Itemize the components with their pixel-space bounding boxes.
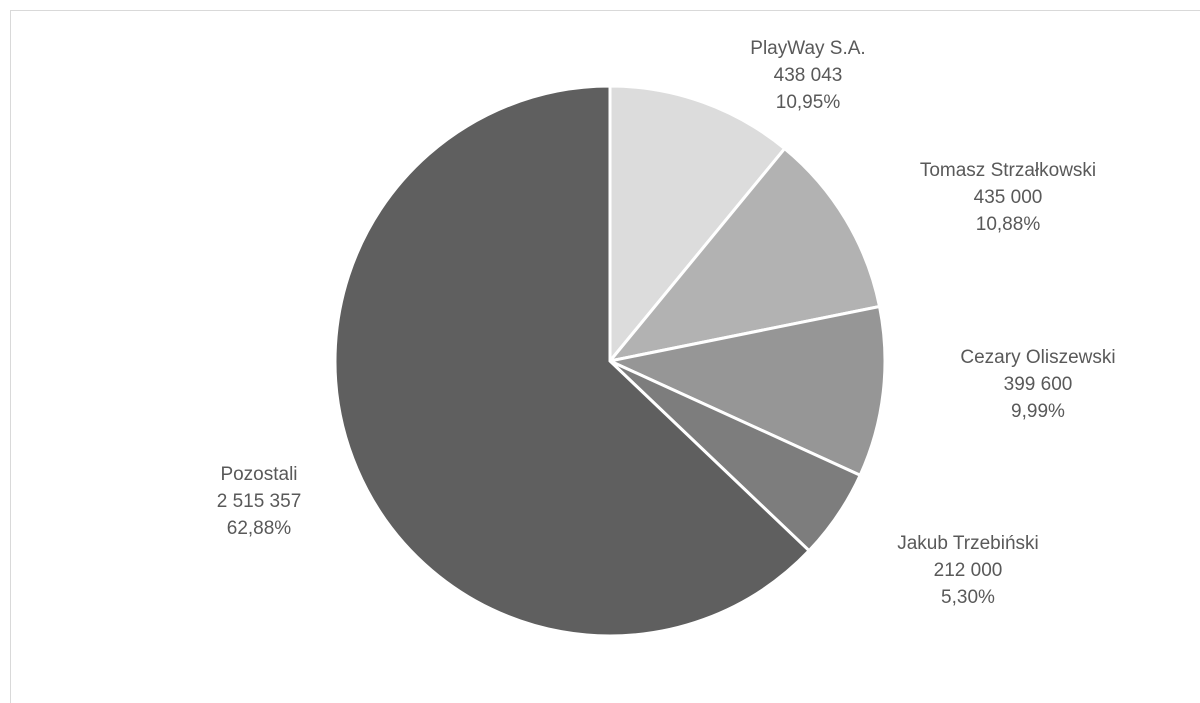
slice-playway [608, 84, 787, 366]
data-label-value: 438 043 [773, 65, 843, 86]
data-label-jakub-trzebinski: Jakub Trzebiński 212 000 5,30% [897, 530, 1039, 611]
data-label-name: Jakub Trzebiński [897, 533, 1039, 554]
data-label-percent: 62,88% [226, 518, 292, 539]
data-label-value: 212 000 [933, 560, 1003, 581]
data-label-percent: 10,95% [775, 92, 841, 113]
slice-pozostali [333, 84, 812, 638]
slice-tomasz-strzalkowski [606, 146, 882, 364]
data-label-value: 435 000 [973, 187, 1043, 208]
data-label-playway: PlayWay S.A. 438 043 10,95% [750, 35, 865, 116]
data-label-percent: 5,30% [941, 587, 995, 608]
data-label-name: Tomasz Strzałkowski [919, 160, 1097, 181]
data-label-tomasz-strzalkowski: Tomasz Strzałkowski 435 000 10,88% [920, 157, 1096, 238]
data-label-name: Pozostali [220, 464, 298, 485]
data-label-percent: 9,99% [1011, 401, 1065, 422]
data-label-percent: 10,88% [975, 214, 1041, 235]
pie-slices [333, 84, 887, 638]
slice-cezary-oliszewski [605, 304, 887, 478]
data-label-value: 2 515 357 [216, 491, 302, 512]
data-label-name: Cezary Oliszewski [960, 347, 1116, 368]
data-label-pozostali: Pozostali 2 515 357 62,88% [217, 461, 302, 542]
data-label-cezary-oliszewski: Cezary Oliszewski 399 600 9,99% [960, 344, 1115, 425]
data-label-value: 399 600 [1003, 374, 1073, 395]
data-label-name: PlayWay S.A. [750, 38, 866, 59]
